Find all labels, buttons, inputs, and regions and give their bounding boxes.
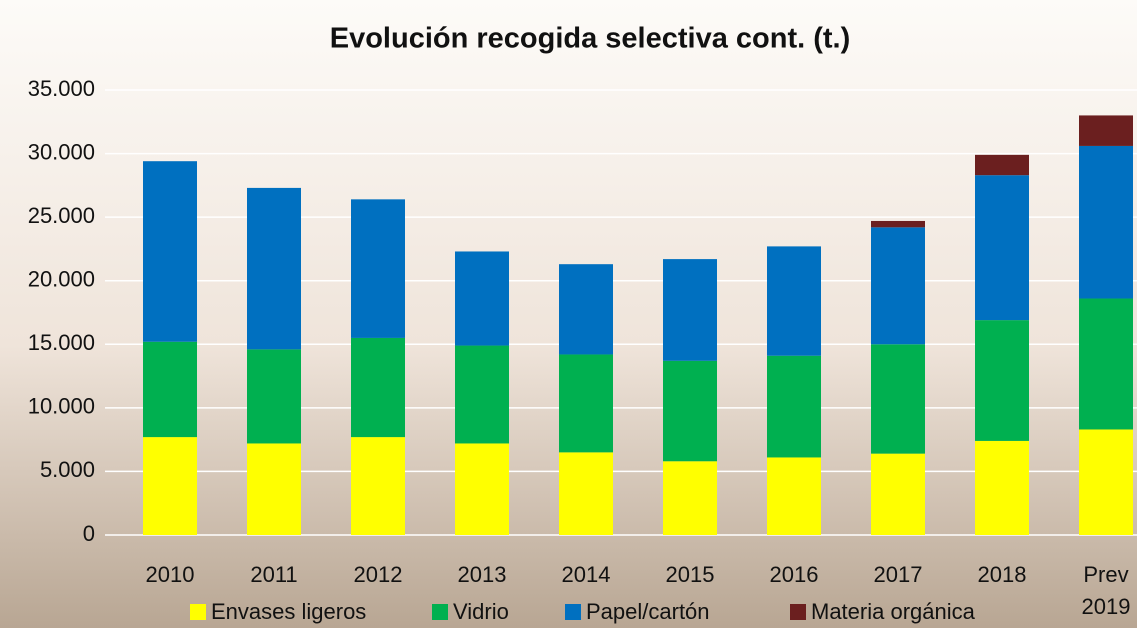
bar-segment (663, 461, 717, 535)
legend-label: Envases ligeros (211, 599, 366, 624)
x-tick-label: 2018 (978, 562, 1027, 587)
legend-swatch (565, 604, 581, 620)
y-tick-label: 5.000 (40, 457, 95, 482)
bar-segment (871, 227, 925, 345)
bar-segment (143, 341, 197, 438)
bar-segment (1079, 145, 1133, 299)
bar-segment (871, 220, 925, 228)
y-tick-label: 0 (83, 521, 95, 546)
bar-segment (455, 443, 509, 535)
bar-segment (1079, 429, 1133, 535)
bar-segment (767, 246, 821, 356)
y-tick-label: 30.000 (28, 139, 95, 164)
x-tick-label: 2017 (874, 562, 923, 587)
bar-segment (351, 437, 405, 535)
bar-segment (559, 452, 613, 535)
bar-segment (559, 354, 613, 453)
bar-segment (143, 161, 197, 342)
y-tick-label: 20.000 (28, 267, 95, 292)
x-tick-label: 2014 (562, 562, 611, 587)
x-tick-label: 2016 (770, 562, 819, 587)
bar-segment (559, 264, 613, 355)
x-tick-label: 2013 (458, 562, 507, 587)
legend-swatch (432, 604, 448, 620)
y-tick-label: 15.000 (28, 330, 95, 355)
y-tick-label: 10.000 (28, 394, 95, 419)
chart-title: Evolución recogida selectiva cont. (t.) (330, 23, 851, 55)
bar-segment (663, 259, 717, 361)
x-tick-label: 2012 (354, 562, 403, 587)
y-tick-label: 35.000 (28, 76, 95, 101)
legend-label: Materia orgánica (811, 599, 976, 624)
bar-segment (663, 360, 717, 462)
x-tick-label: 2010 (146, 562, 195, 587)
bar-segment (767, 355, 821, 458)
bar-segment (975, 154, 1029, 176)
y-tick-label: 25.000 (28, 203, 95, 228)
bar-segment (975, 320, 1029, 441)
bar-segment (1079, 115, 1133, 146)
x-tick-label: Prev 2019 (1082, 562, 1131, 619)
bar-segment (871, 344, 925, 454)
x-tick-label: 2011 (250, 562, 297, 587)
bar-segment (975, 175, 1029, 321)
bar-segment (351, 337, 405, 438)
bar-segment (455, 251, 509, 346)
x-tick-label: 2015 (666, 562, 715, 587)
bar-segment (351, 199, 405, 338)
bar-segment (767, 457, 821, 535)
x-tick-label-line: 2019 (1082, 594, 1131, 619)
bar-segment (871, 453, 925, 535)
bar-segment (247, 187, 301, 350)
bar-segment (1079, 298, 1133, 430)
legend-label: Papel/cartón (586, 599, 710, 624)
bar-segment (975, 440, 1029, 535)
legend-label: Vidrio (453, 599, 509, 624)
legend-swatch (190, 604, 206, 620)
legend-swatch (790, 604, 806, 620)
x-tick-label-line: Prev (1083, 562, 1128, 587)
bar-segment (455, 345, 509, 444)
bar-segment (247, 349, 301, 444)
bar-segment (247, 443, 301, 535)
bar-segment (143, 437, 197, 535)
